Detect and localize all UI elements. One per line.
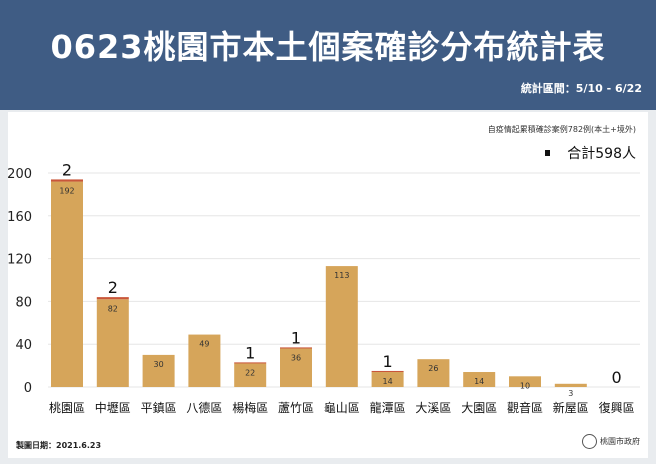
government-logo: 桃園市政府	[582, 434, 640, 449]
seal-icon	[582, 434, 597, 449]
bar-value-label: 26	[428, 364, 438, 373]
y-tick-label: 80	[15, 295, 32, 310]
bar-value-label: 82	[108, 304, 118, 313]
footer-date: 製圖日期：2021.6.23	[16, 441, 102, 450]
bar-value-label: 3	[568, 389, 573, 398]
bar-value-label: 113	[334, 271, 349, 280]
x-tick-label: 大園區	[461, 401, 497, 415]
new-case-label: 1	[245, 343, 255, 362]
x-tick-label: 八德區	[186, 400, 222, 415]
x-tick-label: 平鎮區	[141, 400, 177, 415]
bar-base	[280, 348, 312, 387]
y-tick-label: 120	[7, 253, 32, 268]
x-tick-label: 觀音區	[507, 400, 543, 415]
x-tick-label: 新屋區	[553, 400, 589, 415]
bar-base	[371, 372, 404, 387]
y-tick-label: 160	[7, 210, 32, 225]
period-label: 統計區間：5/10 - 6/22	[520, 82, 642, 95]
bar-base	[142, 354, 175, 387]
bar-value-label: 10	[520, 381, 530, 390]
bar-base	[463, 372, 496, 387]
bar-value-label: 22	[245, 368, 255, 377]
y-tick-label: 0	[24, 381, 32, 396]
x-tick-label: 桃園區	[49, 400, 85, 415]
new-case-label: 1	[383, 352, 393, 371]
bar-new	[96, 297, 129, 300]
bar-new	[234, 362, 267, 364]
total-label: 合計598人	[567, 146, 636, 162]
x-tick-label: 大溪區	[415, 401, 451, 415]
new-case-label: 0	[612, 368, 622, 387]
bar-value-label: 49	[199, 340, 209, 349]
cumulative-note: 自疫情起累積確診案例782例(本土+境外)	[488, 124, 636, 134]
new-case-label: 2	[62, 160, 72, 179]
x-tick-label: 復興區	[599, 400, 635, 415]
bar-base	[554, 383, 587, 387]
bar-value-label: 14	[383, 377, 393, 386]
page-title: 0623桃園市本土個案確診分布統計表	[50, 28, 606, 66]
y-tick-label: 40	[15, 338, 32, 353]
new-case-label: 1	[291, 328, 301, 347]
x-tick-label: 龜山區	[324, 401, 360, 415]
bar-base	[234, 363, 267, 387]
bar-base	[417, 359, 450, 387]
y-tick-label: 200	[7, 167, 32, 182]
bar-new	[51, 179, 83, 182]
header: 0623桃園市本土個案確診分布統計表 統計區間：5/10 - 6/22	[0, 0, 656, 110]
bar-base	[188, 334, 221, 387]
x-tick-label: 楊梅區	[232, 400, 268, 415]
bar-value-label: 14	[474, 377, 484, 386]
x-tick-label: 蘆竹區	[278, 401, 314, 415]
logo-text: 桃園市政府	[600, 437, 640, 446]
bar-new	[371, 370, 404, 373]
bar-base	[325, 266, 358, 387]
bar-value-label: 30	[154, 360, 164, 369]
bar-base	[96, 299, 129, 387]
bar-base	[509, 376, 541, 387]
x-tick-label: 中壢區	[95, 400, 131, 415]
bar-base	[51, 181, 83, 387]
bar-value-label: 36	[291, 353, 301, 362]
legend-marker	[545, 150, 550, 156]
x-tick-label: 龍潭區	[370, 400, 406, 415]
new-case-label: 2	[108, 278, 118, 297]
bar-value-label: 192	[59, 187, 74, 196]
bar-new	[280, 347, 312, 349]
